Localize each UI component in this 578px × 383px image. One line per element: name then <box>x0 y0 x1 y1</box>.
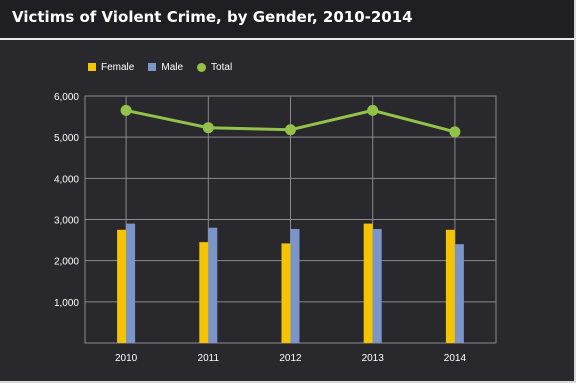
bar-female-2012 <box>281 243 291 343</box>
bar-male-2010 <box>126 223 136 343</box>
bar-female-2010 <box>117 229 127 343</box>
bar-female-2014 <box>445 229 455 343</box>
y-tick-label: 2,000 <box>54 257 79 268</box>
legend-item-total: Total <box>197 62 232 73</box>
point-total-2014 <box>449 126 461 138</box>
legend-item-female: Female <box>88 62 134 73</box>
title-bar: Victims of Violent Crime, by Gender, 201… <box>0 0 574 40</box>
bar-male-2011 <box>208 227 218 343</box>
y-tick-label: 5,000 <box>54 133 79 144</box>
x-tick-label: 2011 <box>198 353 220 364</box>
legend-label-male: Male <box>161 61 184 73</box>
y-tick-label: 1,000 <box>54 298 79 309</box>
legend-label-female: Female <box>101 61 135 73</box>
legend-item-male: Male <box>148 62 183 73</box>
y-tick-label: 4,000 <box>54 174 79 185</box>
x-tick-label: 2010 <box>115 353 138 364</box>
bar-female-2011 <box>199 242 209 343</box>
y-tick-label: 6,000 <box>54 92 79 103</box>
legend-label-total: Total <box>211 61 233 73</box>
x-tick-label: 2013 <box>362 353 385 364</box>
legend-swatch-female <box>88 63 96 71</box>
x-tick-label: 2014 <box>444 353 467 364</box>
bar-male-2013 <box>372 228 382 343</box>
point-total-2011 <box>202 122 214 134</box>
bar-male-2014 <box>454 244 464 343</box>
point-total-2012 <box>285 124 296 136</box>
legend-swatch-male <box>148 63 157 71</box>
point-total-2013 <box>367 104 379 116</box>
point-total-2010 <box>120 104 132 116</box>
legend: Female Male Total <box>88 60 232 74</box>
y-tick-label: 3,000 <box>54 216 79 227</box>
legend-swatch-total <box>197 62 207 72</box>
bar-male-2012 <box>290 228 300 343</box>
bar-female-2013 <box>363 223 373 343</box>
chart-title: Victims of Violent Crime, by Gender, 201… <box>12 8 413 26</box>
x-tick-label: 2012 <box>279 353 302 364</box>
